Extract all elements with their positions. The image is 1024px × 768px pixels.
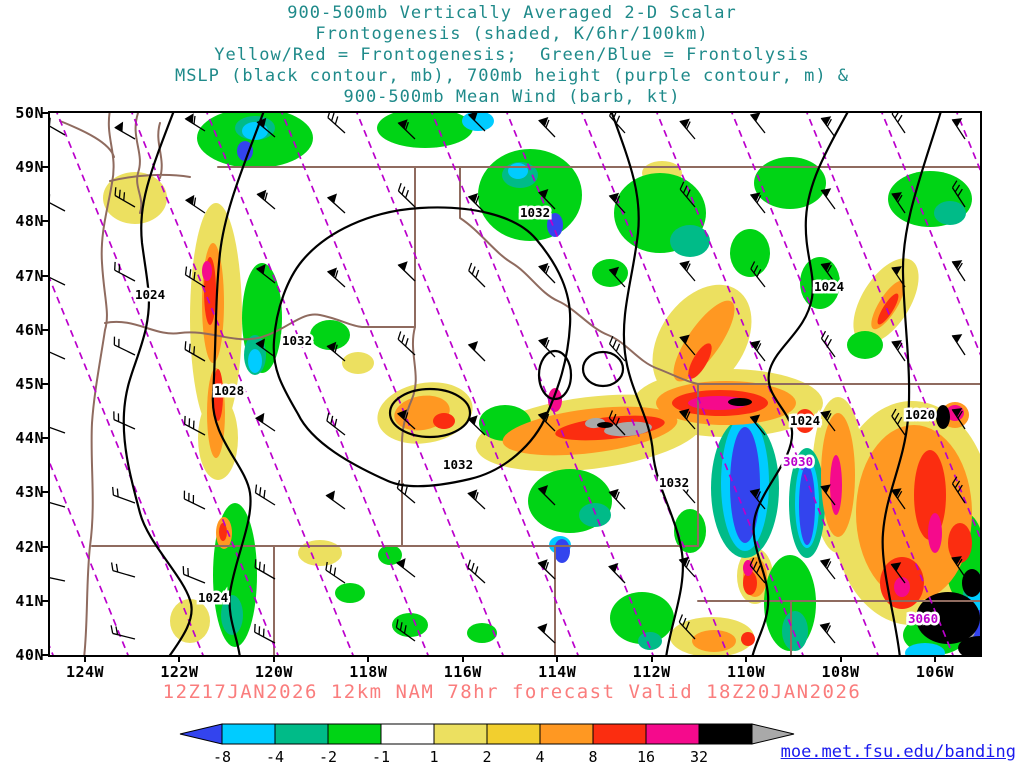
colorbar-label: -8 [213, 748, 231, 766]
colorbar-label: 8 [588, 748, 597, 766]
lon-label: 112W [632, 663, 671, 681]
title-line-4: MSLP (black contour, mb), 700mb height (… [174, 66, 850, 86]
border-wa-or [104, 313, 416, 341]
lon-tick [933, 655, 936, 662]
wind-barbs [50, 113, 966, 644]
pacific-coastline [83, 113, 115, 655]
map-plot-area: 1032 1032 1032 1032 1024 1024 1024 1024 1028 1020… [48, 111, 982, 657]
lon-tick [839, 655, 842, 662]
contour-label: 3060 [908, 611, 938, 626]
title-line-5: 900-500mb Mean Wind (barb, kt) [343, 87, 681, 107]
colorbar-cell [592, 723, 647, 745]
colorbar: -8 -4 -2 -1 1 2 4 8 16 32 [179, 723, 795, 766]
colorbar-cell [645, 723, 700, 745]
lat-tick [42, 328, 49, 331]
lat-tick [42, 220, 49, 223]
colorbar-cell [539, 723, 594, 745]
lat-tick [42, 545, 49, 548]
colorbar-label: 4 [535, 748, 544, 766]
map-canvas: 1032 1032 1032 1032 1024 1024 1024 1024 1028 1020… [50, 113, 980, 655]
lat-label: 42N [15, 537, 44, 556]
lat-label: 41N [15, 591, 44, 610]
contour-label: 3030 [783, 454, 813, 469]
title-line-2: Frontogenesis (shaded, K/6hr/100km) [315, 24, 709, 44]
contour-label: 1032 [659, 475, 689, 490]
frontogenesis-shading [103, 113, 980, 655]
colorbar-label: 32 [690, 748, 708, 766]
lon-label: 114W [538, 663, 577, 681]
lat-label: 44N [15, 429, 44, 448]
colorbar-cell [486, 723, 541, 745]
title-line-1: 900-500mb Vertically Averaged 2-D Scalar [287, 3, 737, 23]
colorbar-label: -1 [372, 748, 390, 766]
lon-tick [178, 655, 181, 662]
colorbar-cell [698, 723, 753, 745]
colorbar-label: 1 [429, 748, 438, 766]
border-idaho-west [401, 166, 417, 547]
contour-label: 1032 [520, 205, 550, 220]
lon-label: 108W [821, 663, 860, 681]
lat-label: 47N [15, 266, 44, 285]
lon-tick [367, 655, 370, 662]
colorbar-cell [221, 723, 276, 745]
lat-tick [42, 599, 49, 602]
lon-tick [650, 655, 653, 662]
colorbar-right-arrow [751, 723, 795, 745]
contour-label: 1024 [135, 287, 165, 302]
lat-tick [42, 437, 49, 440]
lat-label: 45N [15, 375, 44, 393]
colorbar-cell [433, 723, 488, 745]
lat-label: 43N [15, 483, 44, 502]
colorbar-label: 16 [637, 748, 655, 766]
lat-label: 40N [15, 646, 44, 664]
lon-label: 116W [443, 663, 482, 681]
colorbar-cell [274, 723, 329, 745]
lon-label: 122W [160, 663, 199, 681]
lat-tick [42, 383, 49, 385]
colorbar-label: -4 [266, 748, 284, 766]
contour-label: 1024 [198, 590, 228, 605]
height-contours-700mb [50, 113, 980, 655]
mslp-contours [122, 113, 942, 655]
contour-label: 1032 [443, 457, 473, 472]
border-mt-id [459, 166, 699, 385]
contour-label: 1024 [790, 413, 820, 428]
title-line-3: Yellow/Red = Frontogenesis; Green/Blue =… [214, 45, 810, 65]
lon-label: 110W [727, 663, 766, 681]
contour-label: 1028 [214, 383, 244, 398]
lat-tick [42, 112, 49, 114]
credit: moe.met.fsu.edu/banding [781, 742, 1016, 762]
contour-label: 1020 [905, 407, 935, 422]
contour-labels: 1032 1032 1032 1032 1024 1024 1024 1024 1028 1020… [133, 203, 941, 629]
lon-tick [556, 655, 559, 662]
lon-label: 120W [254, 663, 293, 681]
lat-tick [42, 491, 49, 494]
lon-tick [745, 655, 748, 662]
lat-tick [42, 274, 49, 277]
lon-tick [272, 655, 275, 662]
lat-tick [42, 166, 49, 169]
lon-label: 124W [65, 663, 105, 681]
colorbar-cell [327, 723, 382, 745]
chart-title: 900-500mb Vertically Averaged 2-D Scalar… [0, 3, 1024, 108]
lat-tick [42, 654, 49, 656]
contour-label: 1032 [282, 333, 312, 348]
colorbar-left-arrow [179, 723, 223, 745]
contour-label: 1024 [814, 279, 844, 294]
lon-tick [84, 655, 86, 662]
lon-label: 106W [915, 663, 955, 681]
lon-label: 118W [349, 663, 388, 681]
colorbar-label: -2 [319, 748, 337, 766]
lat-label: 48N [15, 212, 44, 231]
lat-label: 50N [15, 104, 44, 122]
credit-link[interactable]: moe.met.fsu.edu/banding [780, 742, 1016, 762]
lon-tick [461, 655, 464, 662]
forecast-caption: 12Z17JAN2026 12km NAM 78hr forecast Vali… [162, 681, 862, 703]
colorbar-cell [380, 723, 435, 745]
lat-label: 46N [15, 320, 44, 339]
colorbar-label: 2 [482, 748, 491, 766]
lat-label: 49N [15, 158, 44, 177]
